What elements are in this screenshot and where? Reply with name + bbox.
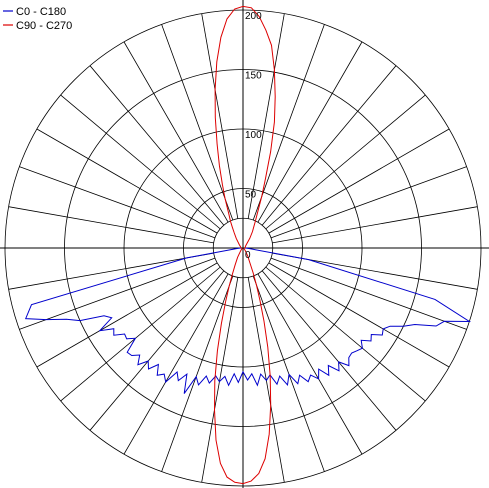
radial-tick-label: 100 bbox=[245, 130, 262, 141]
spoke-line bbox=[268, 262, 450, 368]
spoke-line bbox=[201, 277, 239, 483]
spoke-line bbox=[268, 128, 450, 234]
spoke-line bbox=[89, 270, 225, 431]
spoke-line bbox=[261, 65, 397, 226]
spoke-line bbox=[36, 262, 218, 368]
spoke-line bbox=[89, 65, 225, 226]
spoke-line bbox=[19, 166, 216, 239]
spoke-line bbox=[161, 275, 234, 472]
spoke-line bbox=[8, 206, 214, 244]
series-line-2 bbox=[214, 5, 276, 249]
radial-tick-label: 200 bbox=[245, 11, 262, 22]
radial-tick-labels: 0 50 100 150 200 bbox=[245, 11, 262, 261]
legend-label: C0 - C180 bbox=[16, 6, 66, 18]
series-line-0 bbox=[24, 247, 472, 394]
spoke-line bbox=[257, 273, 363, 455]
spoke-line bbox=[265, 94, 426, 230]
spoke-line bbox=[270, 257, 467, 330]
legend-label: C90 - C270 bbox=[16, 20, 72, 32]
spoke-line bbox=[252, 24, 325, 221]
spoke-line bbox=[270, 166, 467, 239]
spoke-line bbox=[19, 257, 216, 330]
spoke-line bbox=[123, 41, 229, 223]
spoke-line bbox=[161, 24, 234, 221]
spoke-line bbox=[265, 266, 426, 402]
radial-tick-label: 50 bbox=[245, 190, 257, 201]
radial-tick-label: 0 bbox=[245, 250, 251, 261]
spoke-line bbox=[60, 94, 221, 230]
spoke-line bbox=[201, 13, 239, 219]
spoke-line bbox=[257, 41, 363, 223]
spoke-line bbox=[261, 270, 397, 431]
spoke-line bbox=[60, 266, 221, 402]
spoke-line bbox=[36, 128, 218, 234]
series-lines bbox=[24, 5, 472, 485]
legend: C0 - C180 C90 - C270 bbox=[3, 6, 72, 32]
radial-tick-label: 150 bbox=[245, 71, 262, 82]
spoke-line bbox=[272, 206, 478, 244]
spoke-line bbox=[247, 13, 285, 219]
spoke-line bbox=[123, 273, 229, 455]
series-line-1 bbox=[213, 247, 272, 485]
spoke-line bbox=[8, 252, 214, 290]
